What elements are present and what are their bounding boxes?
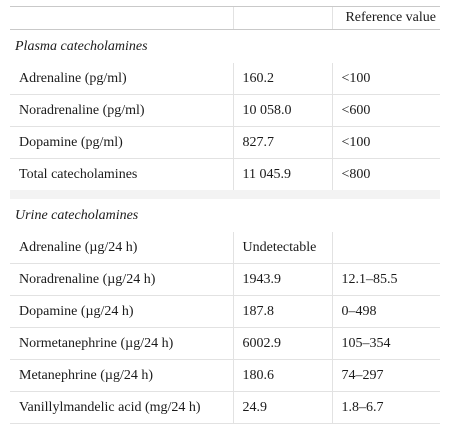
table-row: Adrenaline (µg/24 h) Undetectable <box>10 232 440 264</box>
row-reference: 1.8–6.7 <box>331 391 440 424</box>
row-reference: 0–498 <box>331 295 440 328</box>
catecholamines-table: Reference value Plasma catecholamines Ad… <box>10 6 440 424</box>
row-reference: <800 <box>331 158 440 190</box>
row-name: Adrenaline (pg/ml) <box>19 70 127 86</box>
row-reference: 12.1–85.5 <box>331 263 440 296</box>
section-title: Urine catecholamines <box>15 207 139 223</box>
row-value: 160.2 <box>232 63 332 95</box>
table-row: Total catecholamines 11 045.9 <800 <box>10 158 440 190</box>
row-name: Total catecholamines <box>10 158 233 190</box>
table-row: Normetanephrine (µg/24 h) 6002.9 105–354 <box>10 327 440 360</box>
table-header-row: Reference value <box>10 6 440 30</box>
header-col-test <box>10 6 233 30</box>
row-reference: 105–354 <box>331 327 440 360</box>
row-reference: <600 <box>331 94 440 127</box>
row-value: 827.7 <box>232 126 332 159</box>
row-reference: 74–297 <box>331 359 440 392</box>
table-row: Vanillylmandelic acid (mg/24 h) 24.9 1.8… <box>10 391 440 424</box>
row-value: 180.6 <box>232 359 332 392</box>
row-value: 11 045.9 <box>232 158 332 190</box>
row-name: Noradrenaline (µg/24 h) <box>10 263 233 296</box>
row-value: 6002.9 <box>232 327 332 360</box>
spacer-cell <box>10 190 440 199</box>
section-spacer <box>10 190 440 199</box>
row-value: Undetectable <box>232 232 332 264</box>
table-row: Dopamine (pg/ml) 827.7 <100 <box>10 126 440 159</box>
section-title: Plasma catecholamines <box>15 38 148 54</box>
section-header-plasma: Plasma catecholamines <box>10 30 440 64</box>
table-row: Dopamine (µg/24 h) 187.8 0–498 <box>10 295 440 328</box>
row-value: 10 058.0 <box>232 94 332 127</box>
header-col-value <box>232 6 332 30</box>
row-name: Vanillylmandelic acid (mg/24 h) <box>10 391 233 424</box>
row-name: Adrenaline (µg/24 h) <box>19 239 138 255</box>
table-row: Metanephrine (µg/24 h) 180.6 74–297 <box>10 359 440 392</box>
row-name: Metanephrine (µg/24 h) <box>10 359 233 392</box>
row-name: Dopamine (pg/ml) <box>10 126 233 159</box>
row-value: 1943.9 <box>232 263 332 296</box>
section-header-urine: Urine catecholamines <box>10 199 440 232</box>
header-col-reference: Reference value <box>331 6 440 30</box>
row-value: 187.8 <box>232 295 332 328</box>
row-name: Dopamine (µg/24 h) <box>10 295 233 328</box>
row-value: 24.9 <box>232 391 332 424</box>
row-reference: <100 <box>331 63 440 95</box>
table-row: Adrenaline (pg/ml) 160.2 <100 <box>10 63 440 95</box>
table-row: Noradrenaline (pg/ml) 10 058.0 <600 <box>10 94 440 127</box>
row-name: Normetanephrine (µg/24 h) <box>10 327 233 360</box>
row-name: Noradrenaline (pg/ml) <box>10 94 233 127</box>
table-row: Noradrenaline (µg/24 h) 1943.9 12.1–85.5 <box>10 263 440 296</box>
catecholamines-table-container: Reference value Plasma catecholamines Ad… <box>10 6 440 424</box>
row-reference: <100 <box>331 126 440 159</box>
row-reference <box>331 232 440 264</box>
